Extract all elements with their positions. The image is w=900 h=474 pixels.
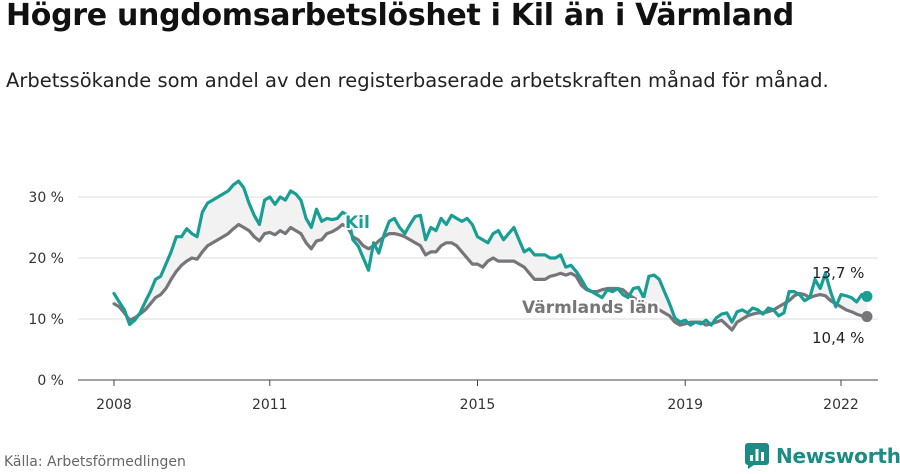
axes: 0 % 10 % 20 % 30 % 2008 2011 2015 2019 2022 bbox=[28, 190, 878, 413]
difference-area bbox=[114, 181, 867, 330]
y-tick-label: 10 % bbox=[28, 312, 64, 328]
y-tick-label: 30 % bbox=[28, 190, 64, 206]
x-tick-label: 2019 bbox=[667, 397, 703, 413]
x-tick-label: 2008 bbox=[96, 397, 132, 413]
kil-end-value-label: 13,7 % bbox=[812, 264, 864, 282]
source-note: Källa: Arbetsförmedlingen bbox=[4, 454, 186, 470]
y-tick-label: 20 % bbox=[28, 251, 64, 267]
varmland-end-point bbox=[861, 311, 873, 323]
x-tick-label: 2022 bbox=[823, 397, 859, 413]
newsworthy-logo[interactable]: Newsworthy bbox=[745, 442, 900, 470]
kil-end-point bbox=[861, 290, 873, 302]
x-tick-label: 2015 bbox=[460, 397, 496, 413]
newsworthy-logo-text: Newsworthy bbox=[776, 444, 900, 468]
series-labels: Kil Värmlands län 13,7 % 10,4 % bbox=[343, 211, 864, 347]
kil-series-line bbox=[112, 179, 869, 327]
series-lines bbox=[112, 179, 873, 332]
x-tick-label: 2011 bbox=[252, 397, 288, 413]
chart-subtitle: Arbetssökande som andel av den registerb… bbox=[6, 69, 829, 92]
varmland-series-label: Värmlands län bbox=[522, 298, 659, 318]
chart-title: Högre ungdomsarbetslöshet i Kil än i Vär… bbox=[6, 0, 794, 33]
y-tick-label: 0 % bbox=[37, 373, 64, 389]
kil-series-label: Kil bbox=[345, 213, 370, 233]
newsworthy-logo-icon bbox=[745, 443, 769, 469]
varmland-series-line bbox=[112, 222, 869, 332]
varmland-end-value-label: 10,4 % bbox=[812, 329, 864, 347]
difference-area-fill bbox=[114, 181, 867, 330]
